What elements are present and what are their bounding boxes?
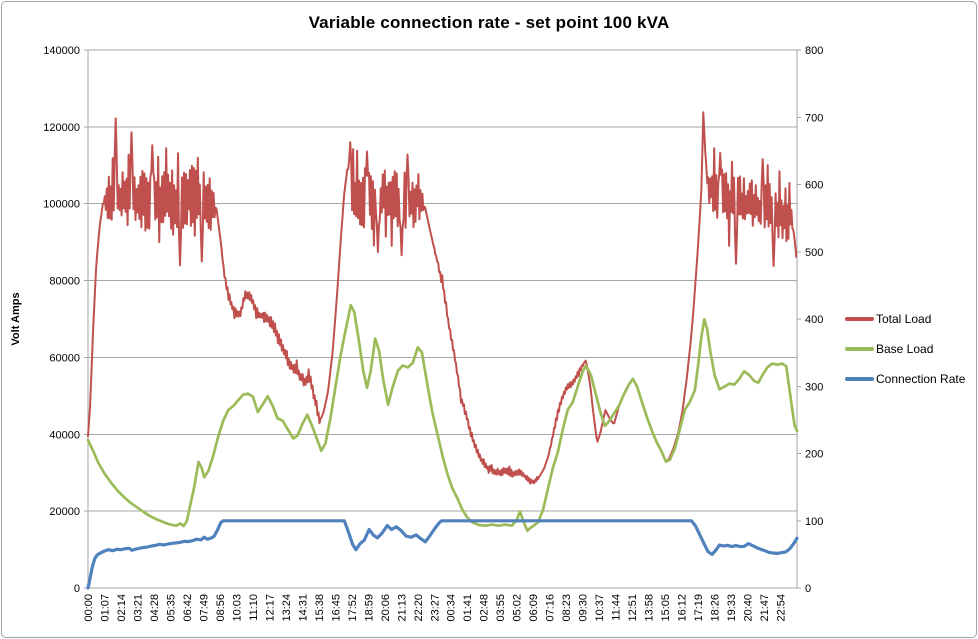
y-tick-label-left: 80000 [49, 276, 80, 288]
y-tick-label-right: 700 [805, 112, 823, 124]
series-path-base-load [86, 303, 799, 533]
x-tick-label: 14:31 [297, 594, 309, 622]
x-tick-label: 12:51 [627, 594, 639, 622]
x-tick-label: 08:23 [561, 594, 573, 622]
y-tick-label-left: 140000 [43, 45, 80, 57]
x-tick-label: 06:42 [182, 594, 194, 622]
x-tick-label: 16:12 [677, 594, 689, 622]
y-tick-label-right: 0 [805, 583, 811, 595]
x-tick-label: 18:26 [710, 594, 722, 622]
x-tick-label: 02:14 [116, 594, 128, 622]
y-tick-label-left: 100000 [43, 199, 80, 211]
series-path-total-load [87, 111, 798, 485]
x-tick-label: 05:35 [165, 594, 177, 622]
y-tick-label-right: 300 [805, 381, 823, 393]
y-tick-label-left: 0 [74, 583, 80, 595]
x-tick-label: 21:47 [759, 594, 771, 622]
x-tick-label: 20:06 [380, 594, 392, 622]
total-load-line-swatch [845, 317, 874, 321]
x-tick-label: 19:33 [726, 594, 738, 622]
x-tick-label: 00:34 [446, 594, 458, 622]
x-tick-label: 20:40 [743, 594, 755, 622]
base-load-line-swatch [845, 347, 874, 351]
y-tick-label-right: 100 [805, 516, 823, 528]
x-tick-label: 11:44 [611, 594, 623, 621]
x-tick-label: 17:19 [693, 594, 705, 622]
legend-item-connection-rate: Connection Rate [845, 364, 965, 394]
x-tick-label: 22:20 [413, 594, 425, 622]
x-tick-label: 10:03 [231, 594, 243, 622]
x-tick-label: 23:27 [429, 594, 441, 622]
x-tick-label: 05:02 [512, 594, 524, 622]
connection-rate-line-swatch [845, 377, 874, 381]
legend: Total Load Base Load Connection Rate [845, 304, 965, 394]
x-tick-label: 12:17 [264, 594, 276, 622]
x-tick-label: 07:16 [545, 594, 557, 622]
y-tick-label-left: 20000 [49, 506, 80, 518]
x-tick-label: 21:13 [396, 594, 408, 622]
legend-item-total-load: Total Load [845, 304, 965, 334]
legend-label: Connection Rate [876, 372, 966, 386]
x-tick-label: 10:37 [594, 594, 606, 622]
x-tick-label: 18:59 [363, 594, 375, 622]
x-tick-label: 03:55 [495, 594, 507, 622]
x-tick-label: 00:00 [83, 594, 95, 622]
y-tick-label-right: 800 [805, 45, 823, 57]
x-tick-label: 01:07 [99, 594, 111, 622]
chart-title: Variable connection rate - set point 100… [308, 13, 670, 32]
x-tick-label: 09:30 [578, 594, 590, 622]
legend-label: Base Load [876, 342, 934, 356]
x-tick-label: 13:58 [644, 594, 656, 622]
y-tick-label-right: 400 [805, 314, 823, 326]
y-tick-label-right: 200 [805, 449, 823, 461]
x-tick-label: 11:10 [248, 594, 260, 621]
x-tick-label: 16:45 [330, 594, 342, 622]
y-tick-label-left: 40000 [49, 429, 80, 441]
x-tick-label: 15:05 [660, 594, 672, 622]
y-tick-label-left: 60000 [49, 352, 80, 364]
x-tick-label: 01:41 [462, 594, 474, 622]
x-tick-label: 17:52 [347, 594, 359, 622]
x-tick-label: 08:56 [215, 594, 227, 622]
x-tick-label: 02:48 [479, 594, 491, 622]
x-tick-label: 03:21 [132, 594, 144, 622]
legend-label: Total Load [876, 312, 932, 326]
x-tick-label: 15:38 [314, 594, 326, 622]
x-tick-label: 22:54 [776, 594, 788, 622]
legend-item-base-load: Base Load [845, 334, 965, 364]
x-tick-label: 06:09 [528, 594, 540, 622]
x-tick-label: 13:24 [281, 594, 293, 622]
x-tick-label: 04:28 [149, 594, 161, 622]
series-path-connection-rate [86, 519, 799, 590]
x-tick-label: 07:49 [198, 594, 210, 622]
y-tick-label-right: 600 [805, 180, 823, 192]
y-tick-label-left: 120000 [43, 122, 80, 134]
y-tick-label-right: 500 [805, 247, 823, 259]
